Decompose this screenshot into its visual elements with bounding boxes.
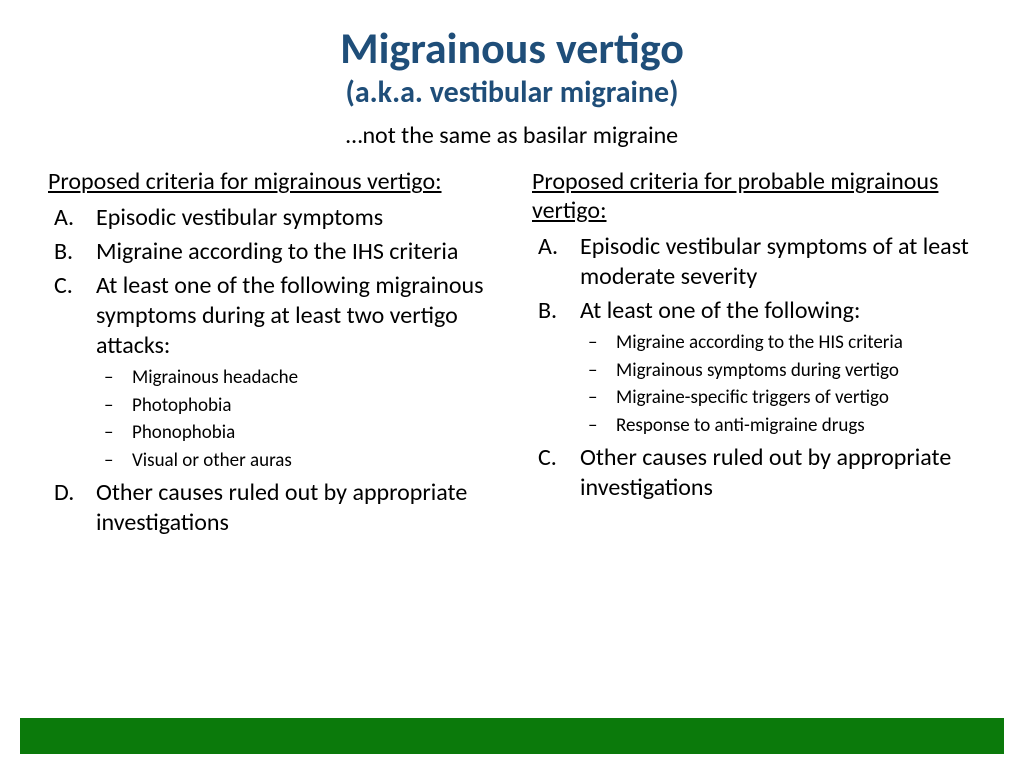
left-sublist: Migrainous headache Photophobia Phonopho… xyxy=(96,365,492,474)
list-text: Other causes ruled out by appropriate in… xyxy=(96,478,467,537)
list-letter: C. xyxy=(538,443,557,473)
list-item: B. At least one of the following: Migrai… xyxy=(532,296,976,439)
list-text: Episodic vestibular symptoms xyxy=(96,203,383,232)
list-item: A. Episodic vestibular symptoms xyxy=(48,203,492,233)
list-text: Episodic vestibular symptoms of at least… xyxy=(580,232,969,291)
right-list: A. Episodic vestibular symptoms of at le… xyxy=(532,232,976,503)
list-text: Migraine according to the IHS criteria xyxy=(96,237,458,266)
sublist-item: Migraine-specific triggers of vertigo xyxy=(580,385,976,411)
list-letter: A. xyxy=(54,203,74,233)
list-text: At least one of the following: xyxy=(580,296,860,325)
footer-bar xyxy=(20,718,1004,754)
sublist-item: Migrainous headache xyxy=(96,365,492,391)
left-heading: Proposed criteria for migrainous vertigo… xyxy=(48,168,492,197)
sublist-item: Response to anti-migraine drugs xyxy=(580,413,976,439)
title-block: Migrainous vertigo (a.k.a. vestibular mi… xyxy=(48,24,976,150)
list-item: A. Episodic vestibular symptoms of at le… xyxy=(532,232,976,292)
list-letter: B. xyxy=(54,237,73,267)
slide-note: …not the same as basilar migraine xyxy=(48,121,976,150)
list-item: D. Other causes ruled out by appropriate… xyxy=(48,478,492,538)
list-item: B. Migraine according to the IHS criteri… xyxy=(48,237,492,267)
list-letter: A. xyxy=(538,232,558,262)
sublist-item: Phonophobia xyxy=(96,420,492,446)
sublist-item: Photophobia xyxy=(96,393,492,419)
list-letter: C. xyxy=(54,271,73,301)
slide-title: Migrainous vertigo xyxy=(48,24,976,72)
right-sublist: Migraine according to the HIS criteria M… xyxy=(580,330,976,439)
list-letter: B. xyxy=(538,296,557,326)
sublist-item: Visual or other auras xyxy=(96,448,492,474)
list-item: C. Other causes ruled out by appropriate… xyxy=(532,443,976,503)
left-list: A. Episodic vestibular symptoms B. Migra… xyxy=(48,203,492,538)
list-text: Other causes ruled out by appropriate in… xyxy=(580,443,951,502)
right-column: Proposed criteria for probable migrainou… xyxy=(532,168,976,541)
sublist-item: Migrainous symptoms during vertigo xyxy=(580,358,976,384)
left-column: Proposed criteria for migrainous vertigo… xyxy=(48,168,492,541)
list-letter: D. xyxy=(54,478,74,508)
slide: Migrainous vertigo (a.k.a. vestibular mi… xyxy=(0,0,1024,768)
list-item: C. At least one of the following migrain… xyxy=(48,271,492,474)
content-columns: Proposed criteria for migrainous vertigo… xyxy=(48,168,976,541)
right-heading: Proposed criteria for probable migrainou… xyxy=(532,168,976,226)
list-text: At least one of the following migrainous… xyxy=(96,271,484,360)
sublist-item: Migraine according to the HIS criteria xyxy=(580,330,976,356)
slide-subtitle: (a.k.a. vestibular migraine) xyxy=(48,74,976,111)
